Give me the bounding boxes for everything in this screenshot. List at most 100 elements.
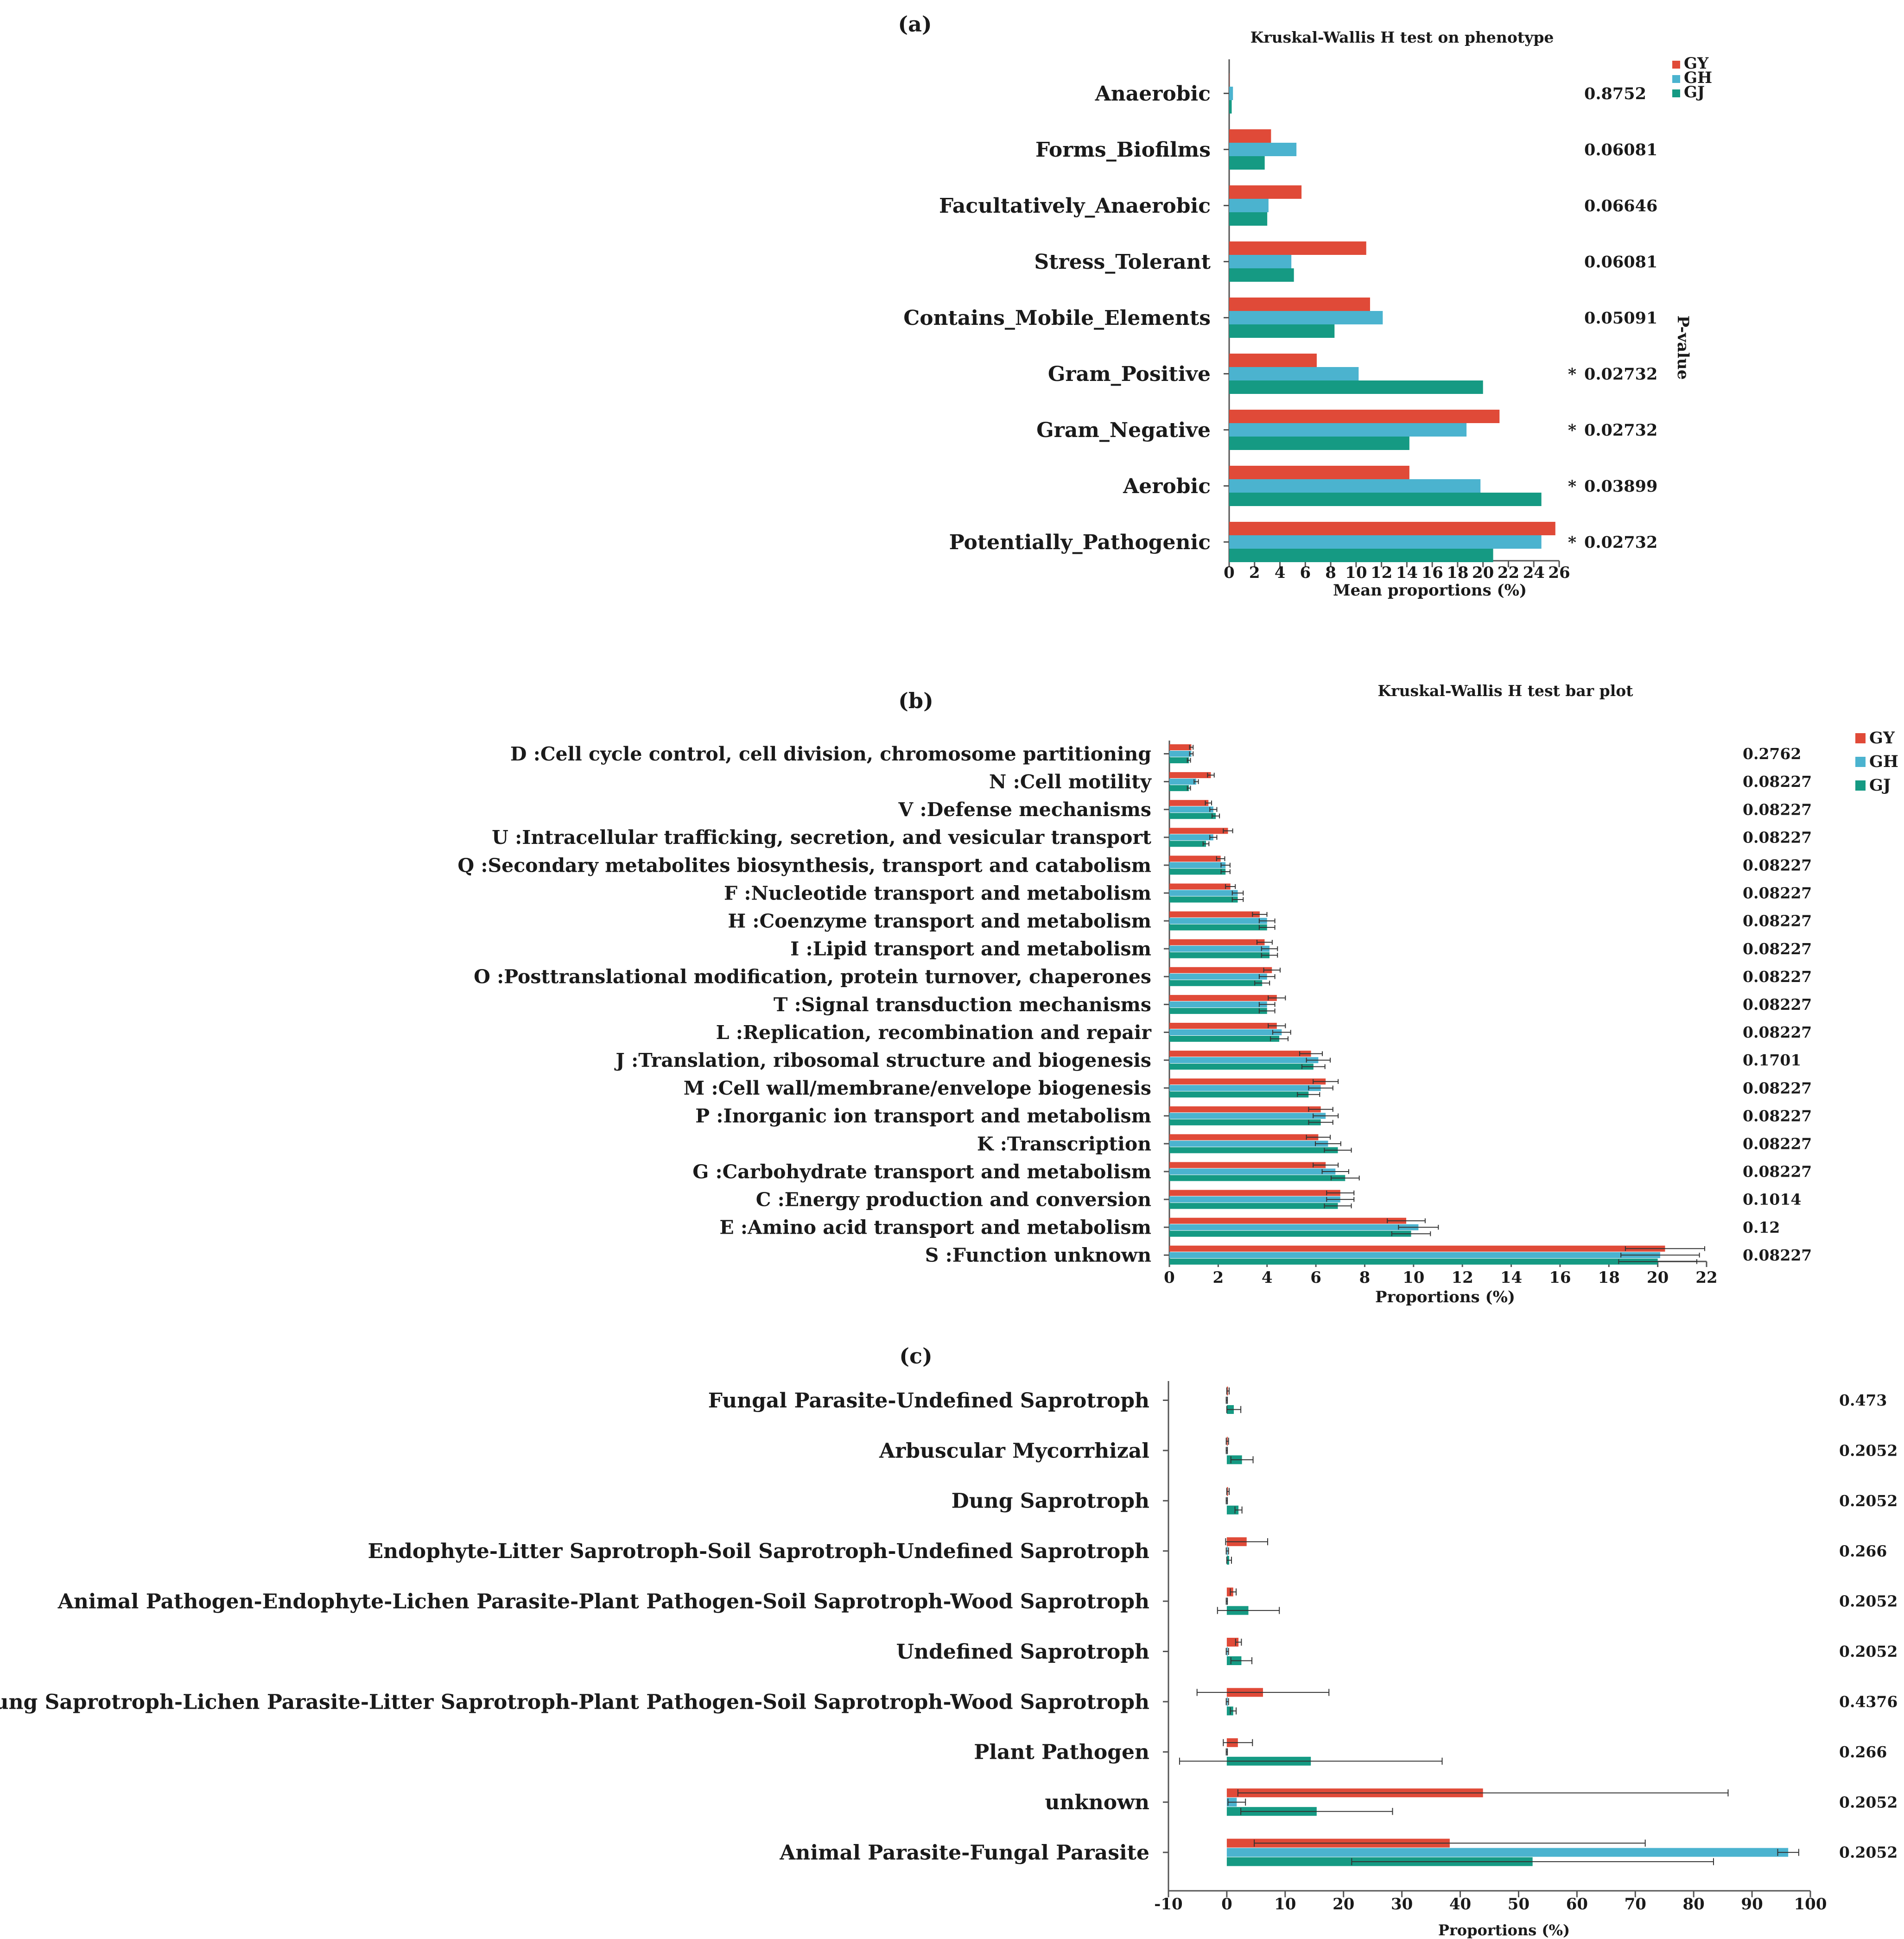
panel-c-x-tick-label: 80 bbox=[1683, 1895, 1705, 1914]
panel-a-bar-gy bbox=[1229, 73, 1230, 87]
panel-a-p-value: 0.06081 bbox=[1584, 253, 1657, 272]
panel-a-bar-gh bbox=[1229, 87, 1233, 100]
panel-b-bar-gj bbox=[1169, 1230, 1411, 1237]
panel-c-p-value: 0.266 bbox=[1839, 1542, 1887, 1560]
panel-c-p-value: 0.4376 bbox=[1839, 1692, 1898, 1711]
panel-b-bar-gj bbox=[1169, 1091, 1309, 1098]
panel-b-p-value: 0.08227 bbox=[1743, 1079, 1812, 1097]
panel-a-bar-gj bbox=[1229, 324, 1335, 338]
panel-b-legend-label: GH bbox=[1869, 752, 1898, 771]
panel-b-bar-gh bbox=[1169, 806, 1213, 813]
panel-b-category-label: K :Transcription bbox=[977, 1133, 1151, 1155]
panel-a-bar-gj bbox=[1229, 156, 1265, 170]
panel-b-bar-gh bbox=[1169, 1196, 1340, 1203]
panel-a-category-label: Potentially_Pathogenic bbox=[949, 531, 1211, 554]
panel-a-bar-gh bbox=[1229, 535, 1542, 549]
panel-c-category-label: Animal Parasite-Fungal Parasite bbox=[779, 1841, 1149, 1865]
panel-a-x-tick-label: 14 bbox=[1396, 564, 1418, 582]
panel-b-bar-gj bbox=[1169, 1175, 1345, 1181]
panel-b-category-label: V :Defense mechanisms bbox=[898, 798, 1151, 821]
panel-b-bar-gj bbox=[1169, 1064, 1314, 1070]
panel-c-x-axis-title: Proportions (%) bbox=[1438, 1921, 1570, 1939]
panel-a-category-label: Contains_Mobile_Elements bbox=[903, 306, 1211, 330]
panel-c-p-value: 0.2052 bbox=[1839, 1492, 1898, 1510]
panel-c-bar-gh bbox=[1226, 1848, 1789, 1857]
panel-a-category-label: Stress_Tolerant bbox=[1034, 250, 1211, 274]
panel-b-legend-swatch-gj bbox=[1855, 780, 1866, 791]
panel-b-bar-gh bbox=[1169, 1168, 1336, 1175]
panel-a-bar-gh bbox=[1229, 423, 1467, 437]
panel-a-x-tick-label: 20 bbox=[1472, 564, 1494, 582]
panel-b-legend-label: GY bbox=[1869, 729, 1895, 748]
panel-b-bar-gj bbox=[1169, 896, 1238, 903]
panel-a-legend-swatch-gy bbox=[1672, 61, 1680, 69]
panel-b-bar-gh bbox=[1169, 973, 1267, 980]
panel-b-category-label: T :Signal transduction mechanisms bbox=[774, 994, 1151, 1016]
panel-c-x-tick-label: -10 bbox=[1154, 1895, 1182, 1914]
panel-b-p-value: 0.08227 bbox=[1743, 1134, 1812, 1153]
panel-b-bar-gy bbox=[1169, 772, 1211, 779]
panel-b-p-value: 0.08227 bbox=[1743, 856, 1812, 874]
panel-a-bar-gj bbox=[1229, 212, 1268, 226]
panel-a-bar-gh bbox=[1229, 255, 1292, 268]
panel-a-pvalue-axis-title: P-value bbox=[1674, 316, 1692, 380]
panel-b-bar-gy bbox=[1169, 1190, 1340, 1196]
panel-c-category-label: Dung Saprotroph bbox=[952, 1489, 1149, 1513]
panel-b-bar-gh bbox=[1169, 751, 1192, 757]
panel-b-x-tick-label: 18 bbox=[1598, 1268, 1620, 1287]
panel-b-category-label: G :Carbohydrate transport and metabolism bbox=[692, 1160, 1151, 1183]
panel-b-bar-gj bbox=[1169, 1147, 1338, 1153]
panel-c-p-value: 0.2052 bbox=[1839, 1592, 1898, 1610]
panel-b-bar-gj bbox=[1169, 1119, 1321, 1126]
panel-b-bar-gh bbox=[1169, 1113, 1326, 1119]
panel-b-bar-gy bbox=[1169, 911, 1260, 918]
panel-a-p-value: 0.02732 bbox=[1584, 421, 1657, 440]
panel-b-x-tick-label: 12 bbox=[1452, 1268, 1473, 1287]
panel-b-category-label: I :Lipid transport and metabolism bbox=[790, 938, 1151, 960]
panel-c-category-label: Arbuscular Mycorrhizal bbox=[879, 1439, 1149, 1463]
panel-b-p-value: 0.2762 bbox=[1743, 745, 1801, 763]
panel-a-significance-star: * bbox=[1568, 533, 1576, 552]
panel-a-legend-label: GH bbox=[1684, 69, 1712, 87]
panel-b-bar-gj bbox=[1169, 1036, 1280, 1042]
panel-b-bar-gh bbox=[1169, 1224, 1419, 1230]
panel-c-x-tick-label: 20 bbox=[1333, 1895, 1354, 1914]
panel-a-label: (a) bbox=[898, 12, 932, 37]
panel-a-bar-gy bbox=[1229, 298, 1370, 311]
panel-b-bar-gj bbox=[1169, 952, 1269, 958]
panel-a-x-tick-label: 10 bbox=[1345, 564, 1367, 582]
panel-b-category-label: C :Energy production and conversion bbox=[756, 1188, 1151, 1210]
panel-c-x-tick-label: 70 bbox=[1625, 1895, 1646, 1914]
panel-b-x-tick-label: 20 bbox=[1647, 1268, 1669, 1287]
panel-a-x-tick-label: 24 bbox=[1523, 564, 1545, 582]
panel-b-bar-gj bbox=[1169, 841, 1206, 847]
panel-b-legend-label: GJ bbox=[1869, 776, 1891, 795]
panel-a-bar-gj bbox=[1229, 549, 1493, 562]
panel-b-category-label: F :Nucleotide transport and metabolism bbox=[724, 882, 1151, 904]
panel-a-bar-gy bbox=[1229, 241, 1366, 255]
panel-c-x-tick-label: 50 bbox=[1508, 1895, 1530, 1914]
panel-b-bar-gy bbox=[1169, 1217, 1407, 1224]
panel-b-bar-gy bbox=[1169, 1023, 1277, 1029]
panel-b-p-value: 0.1014 bbox=[1743, 1191, 1801, 1209]
panel-c-x-tick-label: 60 bbox=[1566, 1895, 1588, 1914]
panel-a-bar-gy bbox=[1229, 185, 1302, 199]
panel-c-p-value: 0.266 bbox=[1839, 1743, 1887, 1761]
panel-b-p-value: 0.08227 bbox=[1743, 1246, 1812, 1264]
panel-a-p-value: 0.8752 bbox=[1584, 84, 1646, 103]
panel-b-category-label: E :Amino acid transport and metabolism bbox=[719, 1217, 1151, 1239]
panel-b-legend-swatch-gy bbox=[1855, 733, 1866, 743]
panel-a-category-label: Forms_Biofilms bbox=[1035, 138, 1211, 162]
panel-b-bar-gj bbox=[1169, 1258, 1658, 1265]
panel-c-p-value: 0.2052 bbox=[1839, 1441, 1898, 1459]
panel-b-category-label: M :Cell wall/membrane/envelope biogenesi… bbox=[684, 1077, 1151, 1099]
panel-b-bar-gh bbox=[1169, 1252, 1660, 1258]
panel-b-x-tick-label: 16 bbox=[1549, 1268, 1571, 1287]
panel-c-x-tick-label: 30 bbox=[1391, 1895, 1413, 1914]
panel-a-bar-gy bbox=[1229, 522, 1555, 535]
panel-b-p-value: 0.08227 bbox=[1743, 912, 1812, 930]
panel-b-bar-gh bbox=[1169, 945, 1269, 952]
panel-a-bar-gj bbox=[1229, 380, 1483, 394]
panel-b-x-tick-label: 6 bbox=[1310, 1268, 1321, 1287]
panel-b-x-tick-label: 8 bbox=[1359, 1268, 1371, 1287]
